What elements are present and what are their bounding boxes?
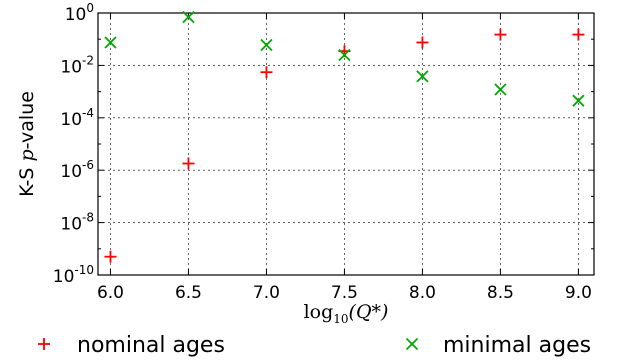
legend: nominal ages minimal ages (38, 333, 591, 358)
y-tick-label: 10-4 (60, 106, 94, 130)
y-tick-label: 10-6 (60, 158, 94, 182)
legend-plus-marker (38, 338, 50, 350)
minimal-age-point (416, 70, 429, 83)
nominal-age-point (182, 157, 195, 170)
legend-label-nominal: nominal ages (77, 333, 225, 358)
x-tick-label: 7.5 (331, 283, 358, 303)
x-tick-label: 8.0 (409, 283, 436, 303)
x-axis-label: log10(Q*) (304, 301, 389, 326)
legend-label-minimal: minimal ages (443, 333, 591, 358)
x-tick-label: 8.5 (487, 283, 514, 303)
legend-x-marker (405, 337, 419, 351)
y-tick-label: 100 (65, 1, 94, 25)
y-tick-label: 10-10 (53, 263, 94, 287)
y-tick-label: 10-8 (60, 211, 94, 235)
legend-marker-nominal (38, 338, 50, 350)
minimal-age-point (104, 36, 117, 49)
x-tick-label: 9.0 (565, 283, 592, 303)
x-tick-label: 6.0 (97, 283, 124, 303)
x-tick-label: 6.5 (175, 283, 202, 303)
nominal-age-point (494, 28, 507, 41)
y-axis-label: K-S p-value (16, 91, 38, 197)
x-tick-label: 7.0 (253, 283, 280, 303)
nominal-age-point (572, 28, 585, 41)
legend-marker-minimal (405, 337, 419, 351)
points-layer (104, 10, 585, 263)
minimal-age-point (494, 83, 507, 96)
tick-layer: 6.0 6.5 7.0 7.5 8.0 8.5 9.0 100 10-2 10-4 10-6 10-8… (53, 1, 594, 303)
nominal-age-point (416, 36, 429, 49)
y-tick-label: 10-2 (60, 53, 94, 77)
minimal-age-point (338, 48, 351, 62)
minimal-age-point (182, 10, 195, 24)
nominal-age-point (260, 66, 273, 79)
grid-layer (98, 12, 594, 276)
minimal-age-point (260, 38, 273, 52)
minimal-age-point (572, 94, 585, 107)
nominal-age-point (104, 250, 117, 263)
